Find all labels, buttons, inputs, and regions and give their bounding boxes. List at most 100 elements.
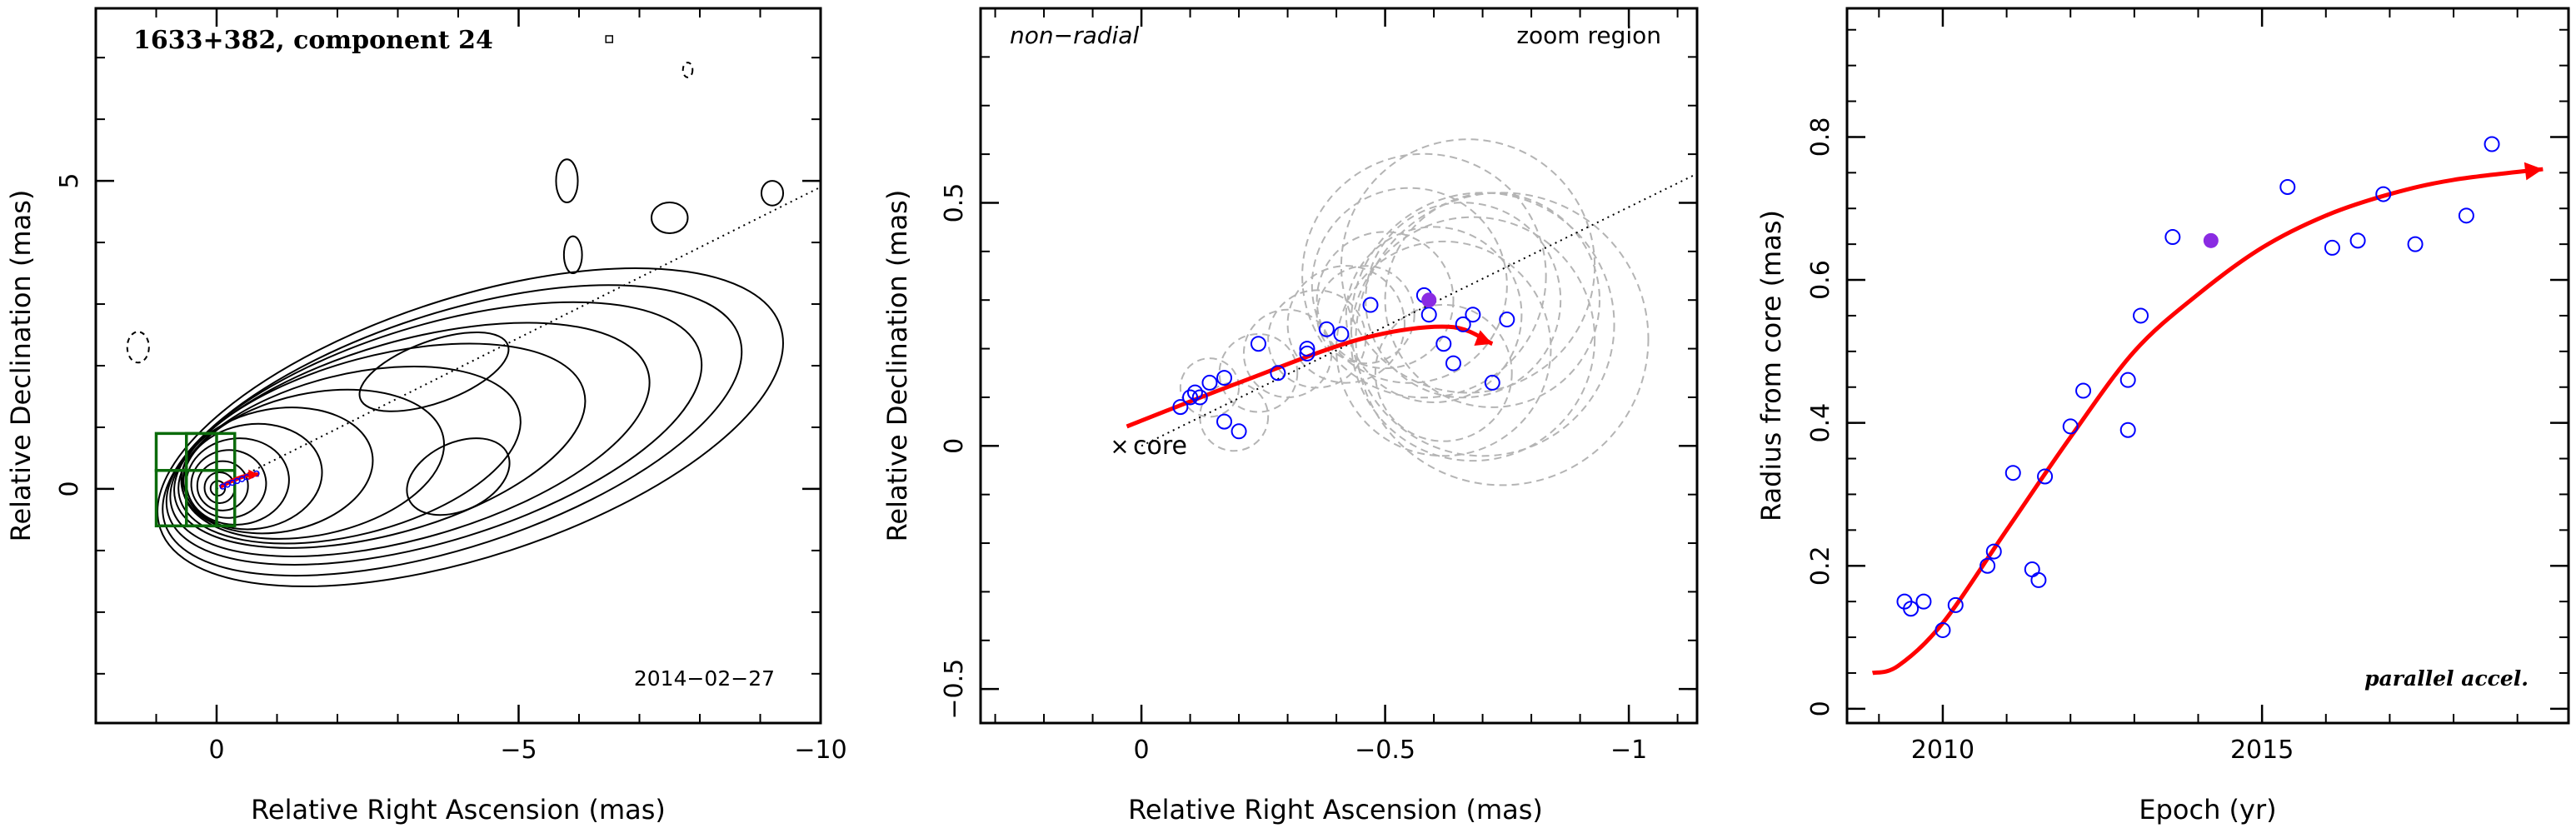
- highlighted-epoch-point: [2203, 232, 2219, 248]
- trajectory-arrowhead: [1474, 330, 1493, 346]
- component-point: [1299, 341, 1315, 357]
- y-axis-label: Relative Declination (mas): [881, 190, 913, 542]
- highlighted-epoch-point: [1421, 292, 1437, 308]
- error-circle: [1315, 231, 1455, 370]
- radius-point: [2037, 468, 2054, 485]
- y-tick-label: 0.2: [1806, 546, 1835, 586]
- y-tick-label: 5: [55, 173, 84, 189]
- component-point: [1250, 336, 1266, 352]
- x-axis-label: Epoch (yr): [2139, 794, 2276, 826]
- plot-frame: [94, 7, 822, 725]
- contour-level: [169, 322, 651, 557]
- trajectory-curve: [1871, 167, 2544, 676]
- y-tick-label: 0.4: [1806, 403, 1835, 443]
- radius-epoch-panel: 2010 2015 0 0.2 0.4 0.6 0.8 parallel accel. Ep…: [1755, 7, 2570, 826]
- contour-level: [190, 449, 267, 519]
- contour-blob: [555, 158, 579, 203]
- negative-contour: [126, 331, 150, 364]
- component-point: [1455, 316, 1471, 332]
- radius-point: [1934, 621, 1951, 638]
- error-circle: [1350, 216, 1596, 462]
- y-tick-label: 0.6: [1806, 260, 1835, 300]
- contour-blob: [651, 201, 689, 234]
- contour-level: [406, 437, 511, 516]
- error-circle: [1286, 265, 1405, 384]
- component-point: [1362, 297, 1379, 313]
- radius-point: [2458, 207, 2474, 224]
- radius-point: [2279, 179, 2296, 195]
- error-circle: [1355, 192, 1650, 486]
- radius-point: [2075, 382, 2092, 399]
- radius-points: [1871, 136, 2544, 676]
- radius-point: [2324, 239, 2340, 256]
- radius-point: [2349, 232, 2366, 249]
- component-point: [1270, 365, 1286, 382]
- axis-ticks: 0 −0.5 −1 −0.5 0 0.5: [940, 7, 1697, 765]
- contour-map-panel: 0 −5 −10 0 5 1633+382, component 24 2014−02−…: [5, 7, 847, 826]
- core-label: core: [1133, 431, 1187, 461]
- component-point: [1484, 374, 1500, 391]
- radius-point: [2119, 421, 2136, 438]
- map-title: 1633+382, component 24: [133, 26, 493, 55]
- y-tick-label: 0: [55, 481, 84, 496]
- annotation-non-radial: non−radial: [1010, 22, 1139, 49]
- component-point: [1445, 355, 1461, 372]
- annotation-zoom-region: zoom region: [1516, 22, 1661, 49]
- contour-level: [157, 267, 784, 587]
- contour-level: [162, 284, 743, 577]
- contour-level: [165, 301, 703, 566]
- zoom-region-panel: 0 −0.5 −1 −0.5 0 0.5 non−radial zoom region ×…: [881, 7, 1699, 826]
- x-tick-label: 0: [1134, 736, 1150, 765]
- radius-point: [2119, 372, 2136, 388]
- component-point: [1191, 389, 1208, 406]
- radius-point: [2484, 136, 2500, 152]
- contour-level: [180, 407, 374, 535]
- contour-level: [182, 422, 323, 531]
- x-tick-label: 2015: [2230, 736, 2294, 765]
- annotation-parallel-accel: parallel accel.: [2364, 666, 2529, 691]
- component-point: [1435, 336, 1452, 352]
- component-point: [1465, 307, 1481, 323]
- error-circle: [1374, 303, 1513, 442]
- contour-blob: [562, 235, 583, 275]
- y-tick-label: −0.5: [940, 659, 969, 720]
- y-tick-label: 0.5: [940, 183, 969, 223]
- x-tick-label: −10: [794, 736, 846, 765]
- component-point: [1186, 384, 1203, 401]
- error-circle: [1340, 138, 1596, 394]
- zoom-box: [185, 431, 237, 472]
- core-marker: ×: [1110, 432, 1129, 460]
- axis-ticks: 2010 2015 0 0.2 0.4 0.6 0.8: [1806, 8, 2569, 765]
- radius-point: [2133, 307, 2149, 324]
- component-point: [1201, 374, 1218, 391]
- error-circle: [1350, 192, 1615, 457]
- error-circle: [1345, 226, 1523, 404]
- contour-level: [203, 471, 236, 504]
- x-axis-label: Relative Right Ascension (mas): [251, 794, 666, 826]
- y-axis-label: Relative Declination (mas): [5, 190, 37, 542]
- plot-frame: [979, 7, 1699, 725]
- radius-point: [1915, 593, 1932, 610]
- component-point: [1299, 345, 1315, 362]
- contour-level: [177, 365, 522, 545]
- y-axis-label: Radius from core (mas): [1755, 210, 1787, 521]
- contour-level: [173, 342, 587, 549]
- radius-point: [1947, 596, 1964, 613]
- x-tick-label: 2010: [1911, 736, 1974, 765]
- y-tick-label: 0.8: [1806, 117, 1835, 157]
- negative-contour: [681, 62, 694, 78]
- axis-ticks: 0 −5 −10 0 5: [55, 8, 847, 765]
- x-tick-label: −1: [1610, 736, 1647, 765]
- x-axis-label: Relative Right Ascension (mas): [1128, 794, 1543, 826]
- component-point: [1182, 389, 1199, 406]
- trajectory-arrowhead: [2524, 162, 2544, 181]
- radius-point: [1903, 601, 1920, 617]
- x-tick-label: 0: [208, 736, 224, 765]
- trajectory-arrowhead: [248, 469, 259, 481]
- contour-overlay: [154, 186, 821, 528]
- jet-direction-line: [216, 186, 821, 490]
- error-circle: [1335, 240, 1552, 457]
- radius-point: [2062, 418, 2079, 435]
- radius-point: [2024, 561, 2040, 578]
